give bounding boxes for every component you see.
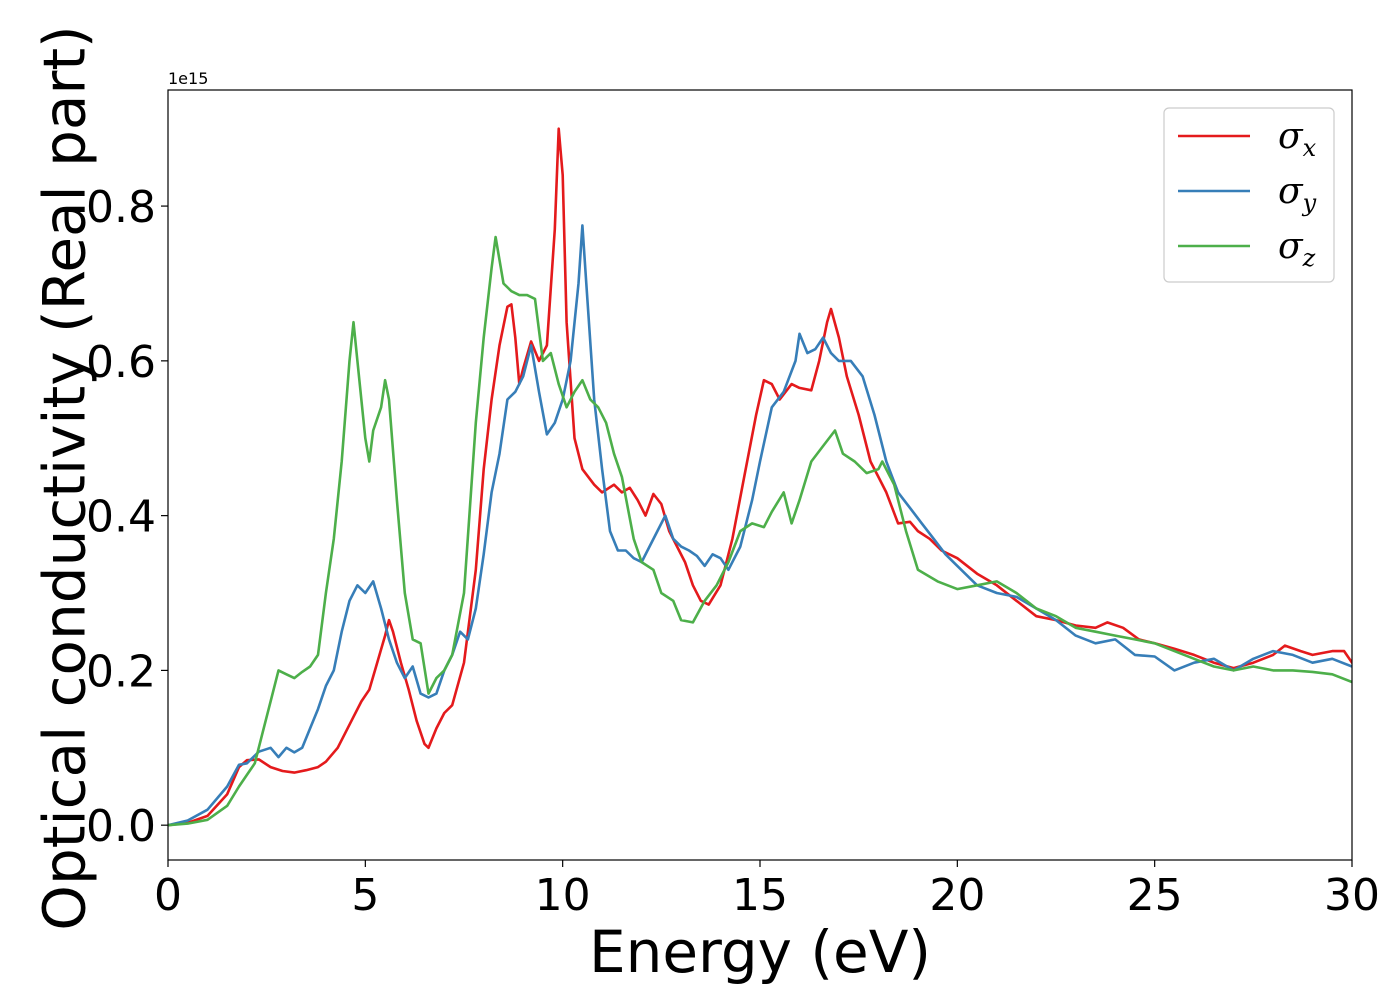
legend-label-y: σy [1278,171,1317,217]
y-tick-label: 0.6 [86,337,156,388]
y-tick-label: 0.2 [86,646,156,697]
x-tick-label: 10 [535,870,591,921]
legend-label-z: σz [1278,226,1316,272]
x-tick-label: 15 [732,870,788,921]
y-axis: 0.0 0.2 0.4 0.6 0.8 [86,182,168,852]
x-axis: 0 5 10 15 20 25 30 [154,860,1380,921]
x-tick-label: 25 [1127,870,1183,921]
y-tick-label: 0.0 [86,801,156,852]
series-line-z [168,235,1352,827]
legend: σx σy σz [1163,107,1335,283]
x-tick-label: 0 [154,870,182,921]
x-axis-title: Energy (eV) [589,918,931,986]
series-line-y [168,224,1352,827]
legend-label-x: σx [1278,116,1317,162]
y-tick-label: 0.8 [86,182,156,233]
y-offset-text: 1e15 [168,69,208,88]
x-tick-label: 5 [351,870,379,921]
y-tick-label: 0.4 [86,492,156,543]
y-axis-title: Optical conductivity (Real part) [30,25,98,930]
x-tick-label: 20 [929,870,985,921]
legend-box [1163,107,1335,283]
x-tick-label: 30 [1324,870,1380,921]
plot-lines [168,127,1352,827]
series-line-x [168,127,1352,827]
